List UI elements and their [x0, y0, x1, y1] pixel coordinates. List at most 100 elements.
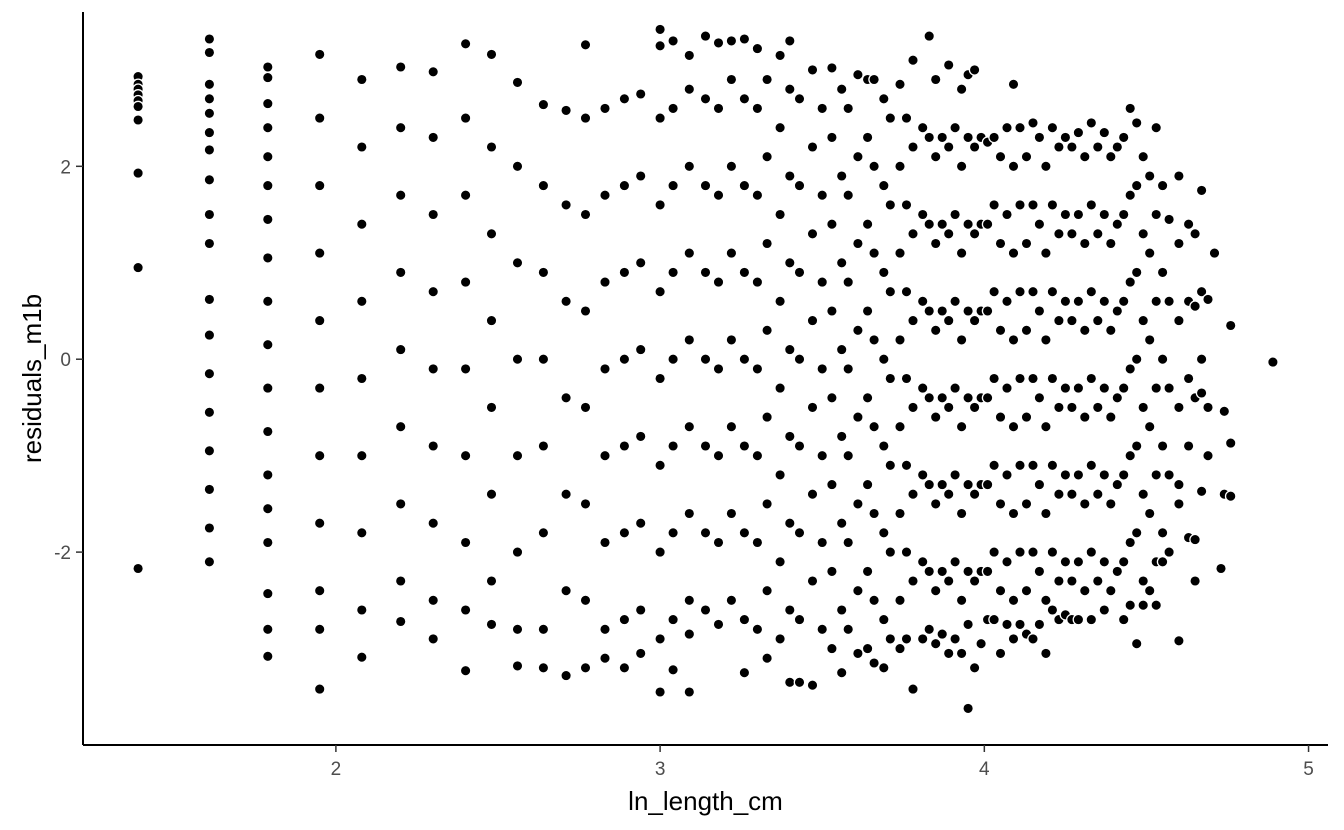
data-point — [1033, 131, 1046, 144]
data-point — [1027, 546, 1039, 558]
data-point — [1215, 562, 1227, 575]
data-point — [261, 623, 274, 636]
data-point — [907, 575, 919, 587]
data-point — [261, 252, 274, 264]
data-point — [261, 295, 274, 308]
data-point — [738, 440, 751, 452]
data-point — [618, 266, 631, 279]
data-point — [313, 382, 326, 394]
data-point — [1040, 247, 1052, 259]
data-point — [738, 266, 751, 279]
data-point — [1085, 459, 1098, 472]
data-point — [511, 256, 524, 269]
data-point — [1059, 295, 1072, 308]
data-point — [968, 314, 981, 327]
data-point — [738, 179, 751, 192]
data-point — [654, 112, 666, 124]
data-point — [1040, 420, 1052, 433]
data-point — [835, 430, 848, 443]
data-point — [1027, 633, 1039, 645]
data-point — [1137, 599, 1150, 612]
data-point — [916, 208, 929, 221]
data-point — [712, 618, 725, 631]
data-point — [907, 401, 919, 414]
data-point — [894, 78, 906, 91]
data-point — [712, 189, 725, 202]
data-point — [1001, 208, 1013, 221]
data-point — [806, 575, 819, 587]
data-point — [683, 160, 696, 173]
data-point — [1053, 227, 1065, 240]
data-point — [654, 39, 666, 52]
data-point — [1040, 334, 1052, 346]
data-point — [712, 102, 725, 115]
data-point — [916, 295, 929, 308]
data-point — [654, 686, 666, 698]
data-point — [560, 104, 572, 117]
data-point — [599, 189, 611, 202]
data-point — [394, 420, 407, 433]
data-point — [962, 391, 974, 404]
data-point — [725, 160, 738, 173]
data-point — [1001, 618, 1013, 631]
data-point — [968, 64, 981, 76]
data-point — [1098, 469, 1111, 481]
data-point — [783, 83, 796, 96]
data-point — [877, 92, 890, 105]
data-point — [1189, 300, 1201, 313]
data-point — [427, 594, 440, 607]
data-point — [1150, 599, 1163, 612]
data-point — [826, 131, 838, 144]
data-point — [485, 141, 498, 153]
data-point — [203, 46, 216, 59]
data-point — [900, 199, 913, 211]
data-point — [313, 112, 326, 124]
data-point — [1053, 141, 1065, 153]
data-point — [618, 613, 631, 626]
data-point — [1117, 555, 1130, 568]
data-point — [981, 565, 994, 578]
data-point — [1078, 150, 1091, 163]
data-point — [877, 613, 890, 626]
data-point — [394, 615, 407, 628]
data-point — [929, 73, 942, 86]
data-point — [955, 247, 968, 259]
data-point — [560, 295, 572, 308]
data-point — [806, 401, 819, 414]
data-point — [1124, 449, 1137, 462]
data-point — [936, 305, 949, 317]
data-point — [877, 440, 890, 452]
data-point — [725, 73, 738, 86]
data-point — [783, 256, 796, 269]
data-point — [1104, 237, 1117, 250]
data-point — [394, 189, 407, 202]
data-point — [1085, 285, 1098, 298]
data-point — [1072, 555, 1085, 568]
data-point — [962, 131, 974, 144]
data-point — [1053, 488, 1065, 501]
data-point — [1007, 420, 1020, 433]
data-point — [1143, 170, 1156, 182]
data-point — [842, 363, 855, 375]
data-point — [793, 526, 806, 539]
data-point — [1033, 305, 1046, 317]
data-point — [955, 420, 968, 433]
data-point — [1046, 121, 1059, 134]
data-point — [852, 411, 864, 423]
data-point — [894, 642, 906, 655]
data-point — [427, 363, 440, 375]
data-point — [761, 411, 773, 423]
data-point — [907, 141, 919, 153]
data-point — [511, 660, 524, 672]
data-point — [712, 536, 725, 549]
data-point — [1033, 218, 1046, 231]
data-point — [1072, 126, 1085, 139]
data-point — [1130, 117, 1143, 129]
data-point — [877, 266, 890, 279]
data-point — [774, 633, 786, 645]
data-point — [1040, 160, 1052, 173]
data-point — [1007, 594, 1020, 607]
data-point — [667, 102, 679, 115]
data-point — [1137, 401, 1150, 414]
data-point — [599, 536, 611, 549]
